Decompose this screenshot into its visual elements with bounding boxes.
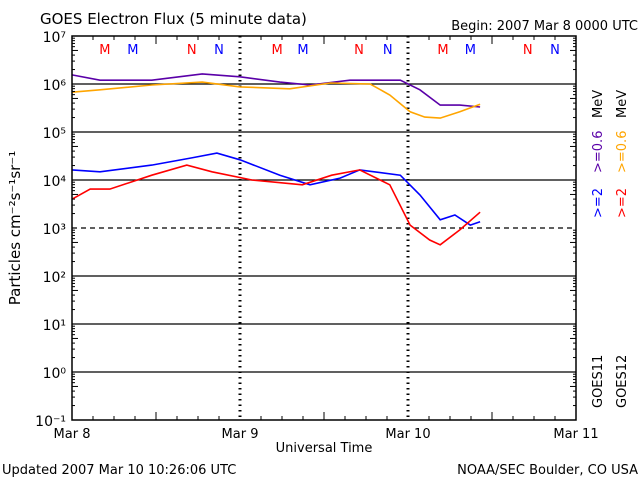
plot-frame: [71, 35, 577, 421]
marker-n: N: [354, 43, 364, 58]
y-tick-label: 10⁻¹: [35, 414, 66, 430]
marker-m: M: [297, 43, 308, 58]
x-tick-label: Mar 8: [54, 427, 91, 442]
marker-m: M: [465, 43, 476, 58]
footer-updated: Updated 2007 Mar 10 10:26:06 UTC: [2, 463, 236, 478]
footer-credit: NOAA/SEC Boulder, CO USA: [457, 463, 638, 478]
chart-title: GOES Electron Flux (5 minute data): [40, 10, 307, 28]
y-tick-label: 10⁷: [43, 30, 66, 46]
legend-goes12-hi: >=2: [615, 188, 630, 218]
y-tick-label: 10²: [43, 270, 66, 286]
x-tick-label: Mar 9: [222, 427, 259, 442]
marker-n: N: [550, 43, 560, 58]
series-line-goes11-0-6-mev: [71, 73, 481, 108]
y-tick-label: 10⁰: [43, 366, 67, 382]
x-axis-label: Universal Time: [276, 441, 373, 456]
marker-n: N: [187, 43, 197, 58]
legend-goes11: GOES11 >=2 >=0.6 MeV: [591, 90, 606, 408]
series-line-goes12-2-mev: [71, 164, 481, 246]
y-axis-label: Particles cm⁻²s⁻¹sr⁻¹: [6, 151, 24, 305]
y-tick-label: 10⁵: [43, 126, 66, 142]
series-line-goes11-2-mev: [71, 152, 481, 226]
marker-n: N: [214, 43, 224, 58]
marker-m: M: [271, 43, 282, 58]
y-tick-label: 10⁶: [43, 78, 67, 94]
x-tick-label: Mar 11: [553, 427, 598, 442]
legend-goes11-hi: >=2: [591, 188, 606, 218]
legend-goes12-lo: >=0.6: [615, 131, 630, 173]
legend-goes12-label: GOES12: [615, 355, 630, 408]
series-line-goes12-0-6-mev: [71, 81, 481, 119]
legend-goes12: GOES12 >=2 >=0.6 MeV: [615, 90, 630, 408]
y-tick-label: 10⁴: [43, 174, 67, 190]
marker-n: N: [523, 43, 533, 58]
legend-goes11-label: GOES11: [591, 355, 606, 408]
marker-n: N: [383, 43, 393, 58]
y-tick-label: 10¹: [43, 318, 66, 334]
legend-unit-2: MeV: [615, 90, 630, 118]
marker-m: M: [437, 43, 448, 58]
legend-unit-1: MeV: [591, 90, 606, 118]
y-tick-label: 10³: [43, 222, 66, 238]
begin-label: Begin: 2007 Mar 8 0000 UTC: [451, 19, 638, 34]
x-tick-label: Mar 10: [385, 427, 430, 442]
legend-goes11-lo: >=0.6: [591, 131, 606, 173]
marker-m: M: [127, 43, 138, 58]
marker-m: M: [99, 43, 110, 58]
